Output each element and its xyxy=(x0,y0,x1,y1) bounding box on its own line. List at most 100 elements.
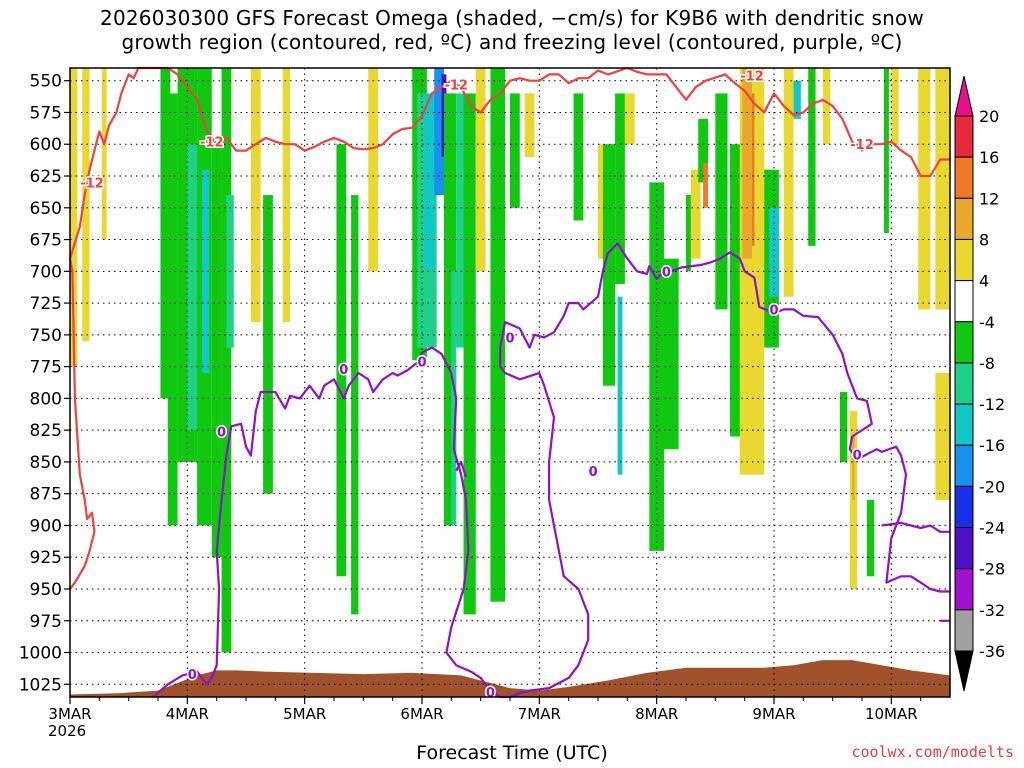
colorbar: 20 16 12 8 4 -4 -8 -12 -16 -20 -24 -28 -32 -36 xyxy=(954,75,1005,692)
omega-region-57 xyxy=(852,436,855,501)
y-tick-label: 1000 xyxy=(19,644,62,664)
omega-region-43 xyxy=(715,93,728,310)
omega-region-62 xyxy=(935,68,950,310)
omega-region-46 xyxy=(742,68,752,259)
omega-region-14 xyxy=(282,68,290,323)
colorbar-label: -16 xyxy=(979,436,1005,455)
omega-region-27 xyxy=(475,68,486,272)
y-tick-label: 750 xyxy=(30,326,62,346)
chart-title-line2: growth region (contoured, red, ºC) and f… xyxy=(121,30,903,54)
colorbar-band xyxy=(954,115,974,158)
y-tick-label: 625 xyxy=(30,167,62,187)
colorbar-band xyxy=(954,444,974,487)
freezing-contour-line xyxy=(455,460,468,478)
omega-region-33 xyxy=(602,144,616,386)
omega-region-17 xyxy=(368,68,378,272)
freezing-contour-line xyxy=(881,521,950,533)
y-tick-label: 550 xyxy=(30,72,62,92)
colorbar-label: -20 xyxy=(979,477,1005,496)
dgz-contour-label: -12 xyxy=(80,176,104,191)
omega-region-61 xyxy=(918,68,931,310)
freezing-contour-label: 0 xyxy=(339,363,348,378)
terrain xyxy=(70,660,950,697)
omega-region-15 xyxy=(336,144,347,577)
x-tick-label: 3MAR xyxy=(48,705,91,723)
y-tick-label: 825 xyxy=(30,421,62,441)
colorbar-label: -12 xyxy=(979,395,1005,414)
freezing-contour-label: 0 xyxy=(505,331,514,346)
omega-region-0 xyxy=(70,68,78,367)
omega-region-16 xyxy=(351,195,359,615)
omega-region-41 xyxy=(698,118,708,183)
y-tick-label: 925 xyxy=(30,548,62,568)
freezing-contour-label: 0 xyxy=(217,425,226,440)
y-tick-label: 650 xyxy=(30,199,62,219)
site-credit[interactable]: coolwx.com/modelts xyxy=(851,743,1014,761)
dgz-contour-label: -12 xyxy=(740,70,764,85)
colorbar-label: 4 xyxy=(979,272,989,291)
omega-region-58 xyxy=(866,500,875,577)
y-tick-label: 700 xyxy=(30,262,62,282)
colorbar-band xyxy=(954,527,974,570)
x-tick-label: 8MAR xyxy=(635,705,678,723)
omega-region-28 xyxy=(490,68,506,602)
x-tick-label: 9MAR xyxy=(752,705,795,723)
omega-region-10 xyxy=(221,68,232,653)
omega-region-35 xyxy=(617,296,623,475)
omega-region-13 xyxy=(263,195,273,494)
omega-region-2 xyxy=(101,68,107,240)
omega-region-29 xyxy=(510,93,520,208)
y-tick-label: 1025 xyxy=(19,675,62,695)
colorbar-band xyxy=(954,403,974,446)
colorbar-label: 12 xyxy=(979,189,999,208)
omega-region-3 xyxy=(160,68,171,399)
y-tick-label: 850 xyxy=(30,453,62,473)
freezing-contour-line xyxy=(152,242,950,699)
omega-region-26 xyxy=(463,93,476,615)
colorbar-band xyxy=(954,238,974,282)
y-tick-label: 675 xyxy=(30,231,62,251)
terrain-fill xyxy=(70,660,950,697)
y-tick-label: 775 xyxy=(30,358,62,378)
y-tick-label: 975 xyxy=(30,612,62,632)
x-tick-label: 5MAR xyxy=(283,705,326,723)
freezing-contour-label: 0 xyxy=(486,686,495,701)
y-axis: 550 575 600 625 650 675 700 725 750 775 800 825 850 8… xyxy=(19,72,70,695)
y-tick-label: 575 xyxy=(30,103,62,123)
colorbar-top-arrow xyxy=(954,75,974,117)
x-tick-label: 7MAR xyxy=(518,705,561,723)
y-tick-label: 725 xyxy=(30,294,62,314)
freezing-contour-label: 0 xyxy=(853,448,862,463)
freezing-contour-label: 0 xyxy=(188,668,197,683)
omega-region-25 xyxy=(456,93,466,348)
colorbar-band xyxy=(954,362,974,405)
colorbar-band xyxy=(954,609,974,652)
colorbar-band xyxy=(954,568,974,611)
colorbar-band xyxy=(954,156,974,199)
colorbar-band xyxy=(954,197,974,240)
freezing-contour-label: 0 xyxy=(662,265,671,280)
x-tick-label: 4MAR xyxy=(166,705,209,723)
omega-region-12 xyxy=(250,68,261,323)
colorbar-label: -4 xyxy=(979,313,995,332)
omega-region-60 xyxy=(891,68,899,145)
colorbar-label: 8 xyxy=(979,230,989,249)
y-tick-label: 875 xyxy=(30,485,62,505)
colorbar-band xyxy=(954,485,974,529)
omega-region-9 xyxy=(211,144,222,558)
freezing-contour-label: 0 xyxy=(589,465,598,480)
chart-title-line1: 2026030300 GFS Forecast Omega (shaded, −… xyxy=(100,6,924,30)
colorbar-label: -28 xyxy=(979,560,1005,579)
omega-region-24 xyxy=(451,271,457,526)
colorbar-label: -8 xyxy=(979,354,995,373)
colorbar-label: -32 xyxy=(979,601,1005,620)
x-axis-title: Forecast Time (UTC) xyxy=(416,742,608,764)
x-tick-label: 10MAR xyxy=(865,705,918,723)
dgz-contour-label: -12 xyxy=(850,138,874,153)
omega-region-30 xyxy=(524,93,535,157)
colorbar-bottom-arrow xyxy=(954,650,974,692)
chart-title: 2026030300 GFS Forecast Omega (shaded, −… xyxy=(0,6,1024,54)
colorbar-label: 20 xyxy=(979,107,999,126)
omega-region-42 xyxy=(703,163,708,208)
